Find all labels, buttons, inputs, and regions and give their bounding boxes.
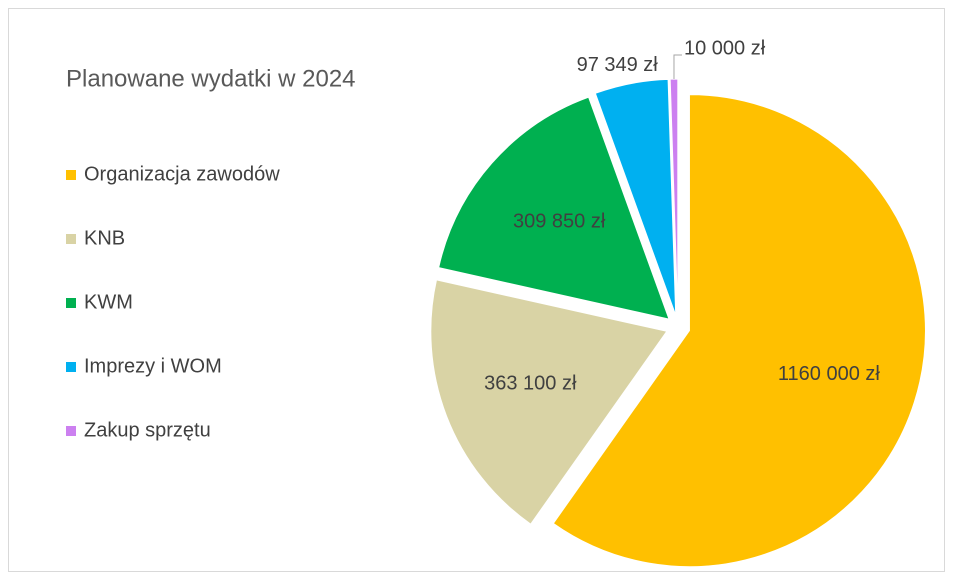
pie-slice	[594, 78, 677, 316]
data-label: 97 349 zł	[577, 54, 659, 76]
pie-slice	[552, 94, 926, 568]
legend-swatch	[66, 362, 76, 372]
chart-title: Planowane wydatki w 2024	[66, 65, 356, 92]
legend-swatch	[66, 170, 76, 180]
data-label: 1160 000 zł	[778, 363, 880, 385]
legend-label: KNB	[84, 227, 125, 249]
data-label: 363 100 zł	[484, 372, 577, 394]
legend-label: Zakup sprzętu	[84, 419, 211, 441]
legend-swatch	[66, 426, 76, 436]
legend-swatch	[66, 234, 76, 244]
data-label: 309 850 zł	[513, 211, 606, 233]
legend-label: Organizacja zawodów	[84, 163, 280, 185]
data-label: 10 000 zł	[684, 37, 766, 59]
legend-swatch	[66, 298, 76, 308]
legend-label: KWM	[84, 291, 133, 313]
leader-line	[673, 54, 682, 80]
pie-slice	[438, 96, 670, 320]
pie-slice	[669, 78, 679, 316]
pie-slice	[430, 279, 668, 525]
legend-label: Imprezy i WOM	[84, 355, 222, 377]
